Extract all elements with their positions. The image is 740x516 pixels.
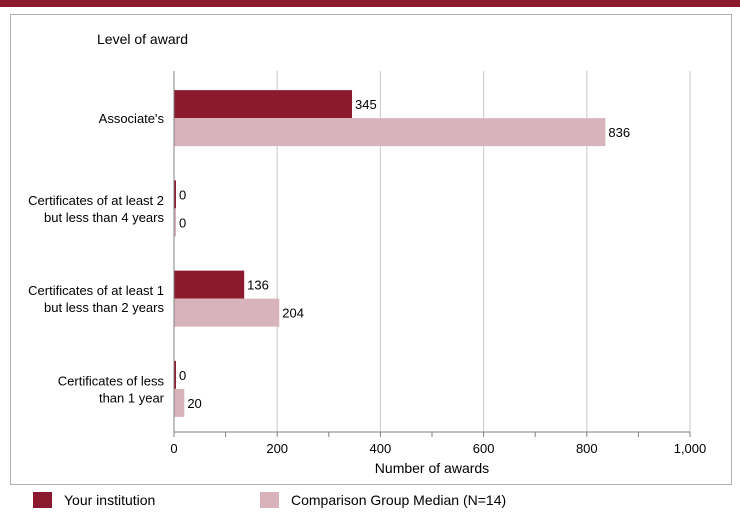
bar-1-0 [174,118,606,147]
data-label-1-0: 836 [608,125,630,140]
legend-item-median: Comparison Group Median (N=14) [260,490,506,510]
data-label-1-3: 20 [187,396,201,411]
legend-swatch-median [260,492,279,508]
category-label-3-1: than 1 year [99,390,165,405]
category-label-1-0: Certificates of at least 2 [28,193,164,208]
category-label-1-1: but less than 4 years [44,210,164,225]
data-label-0-1: 0 [179,187,186,202]
legend-swatch-institution [33,492,52,508]
data-label-0-0: 345 [355,97,377,112]
category-label-0-0: Associate's [99,111,165,126]
bar-0-2 [174,270,245,299]
x-tick-label-2: 400 [370,441,392,456]
legend-item-institution: Your institution [33,490,155,510]
x-tick-label-1: 200 [266,441,288,456]
chart-title: Level of award [97,31,188,47]
bar-1-3 [174,388,185,417]
x-tick-label-3: 600 [473,441,495,456]
data-label-1-2: 204 [282,306,304,321]
category-label-3-0: Certificates of less [58,373,165,388]
bar-0-0 [174,90,353,119]
bar-1-1 [174,208,176,237]
top-rule [0,0,740,7]
x-axis-title: Number of awards [375,460,489,476]
bar-1-2 [174,298,280,327]
bar-0-1 [174,180,176,209]
category-label-2-1: but less than 2 years [44,300,164,315]
x-tick-label-4: 800 [576,441,598,456]
x-tick-label-0: 0 [170,441,177,456]
data-label-0-3: 0 [179,368,186,383]
legend-label-institution: Your institution [64,492,156,508]
data-label-1-1: 0 [179,215,186,230]
data-label-0-2: 136 [247,278,269,293]
bar-0-3 [174,360,176,389]
x-tick-label-5: 1,000 [674,441,707,456]
chart-frame [10,14,732,485]
legend-label-median: Comparison Group Median (N=14) [291,492,507,508]
category-label-2-0: Certificates of at least 1 [28,283,164,298]
